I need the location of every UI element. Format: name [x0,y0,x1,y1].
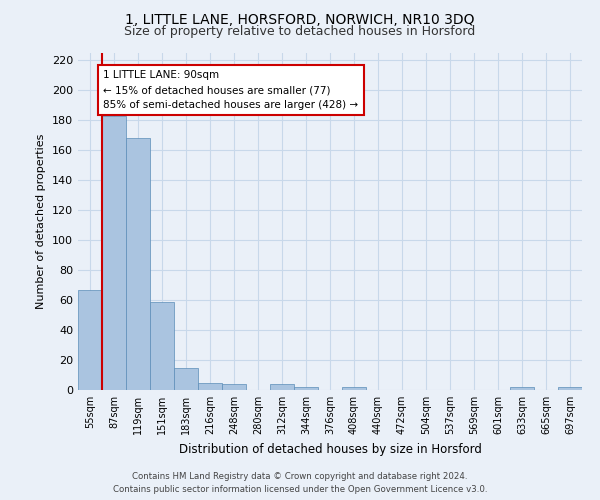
Bar [174,368,198,390]
Bar [270,384,294,390]
Text: 1, LITTLE LANE, HORSFORD, NORWICH, NR10 3DQ: 1, LITTLE LANE, HORSFORD, NORWICH, NR10 … [125,12,475,26]
Text: Contains HM Land Registry data © Crown copyright and database right 2024.
Contai: Contains HM Land Registry data © Crown c… [113,472,487,494]
Bar [126,138,150,390]
Text: Size of property relative to detached houses in Horsford: Size of property relative to detached ho… [124,25,476,38]
X-axis label: Distribution of detached houses by size in Horsford: Distribution of detached houses by size … [179,442,481,456]
Bar [198,382,222,390]
Bar [342,387,366,390]
Bar [102,116,126,390]
Y-axis label: Number of detached properties: Number of detached properties [37,134,46,309]
Bar [294,387,318,390]
Bar [78,290,102,390]
Bar [558,387,582,390]
Bar [222,384,246,390]
Bar [510,387,534,390]
Bar [150,302,174,390]
Text: 1 LITTLE LANE: 90sqm
← 15% of detached houses are smaller (77)
85% of semi-detac: 1 LITTLE LANE: 90sqm ← 15% of detached h… [103,70,358,110]
